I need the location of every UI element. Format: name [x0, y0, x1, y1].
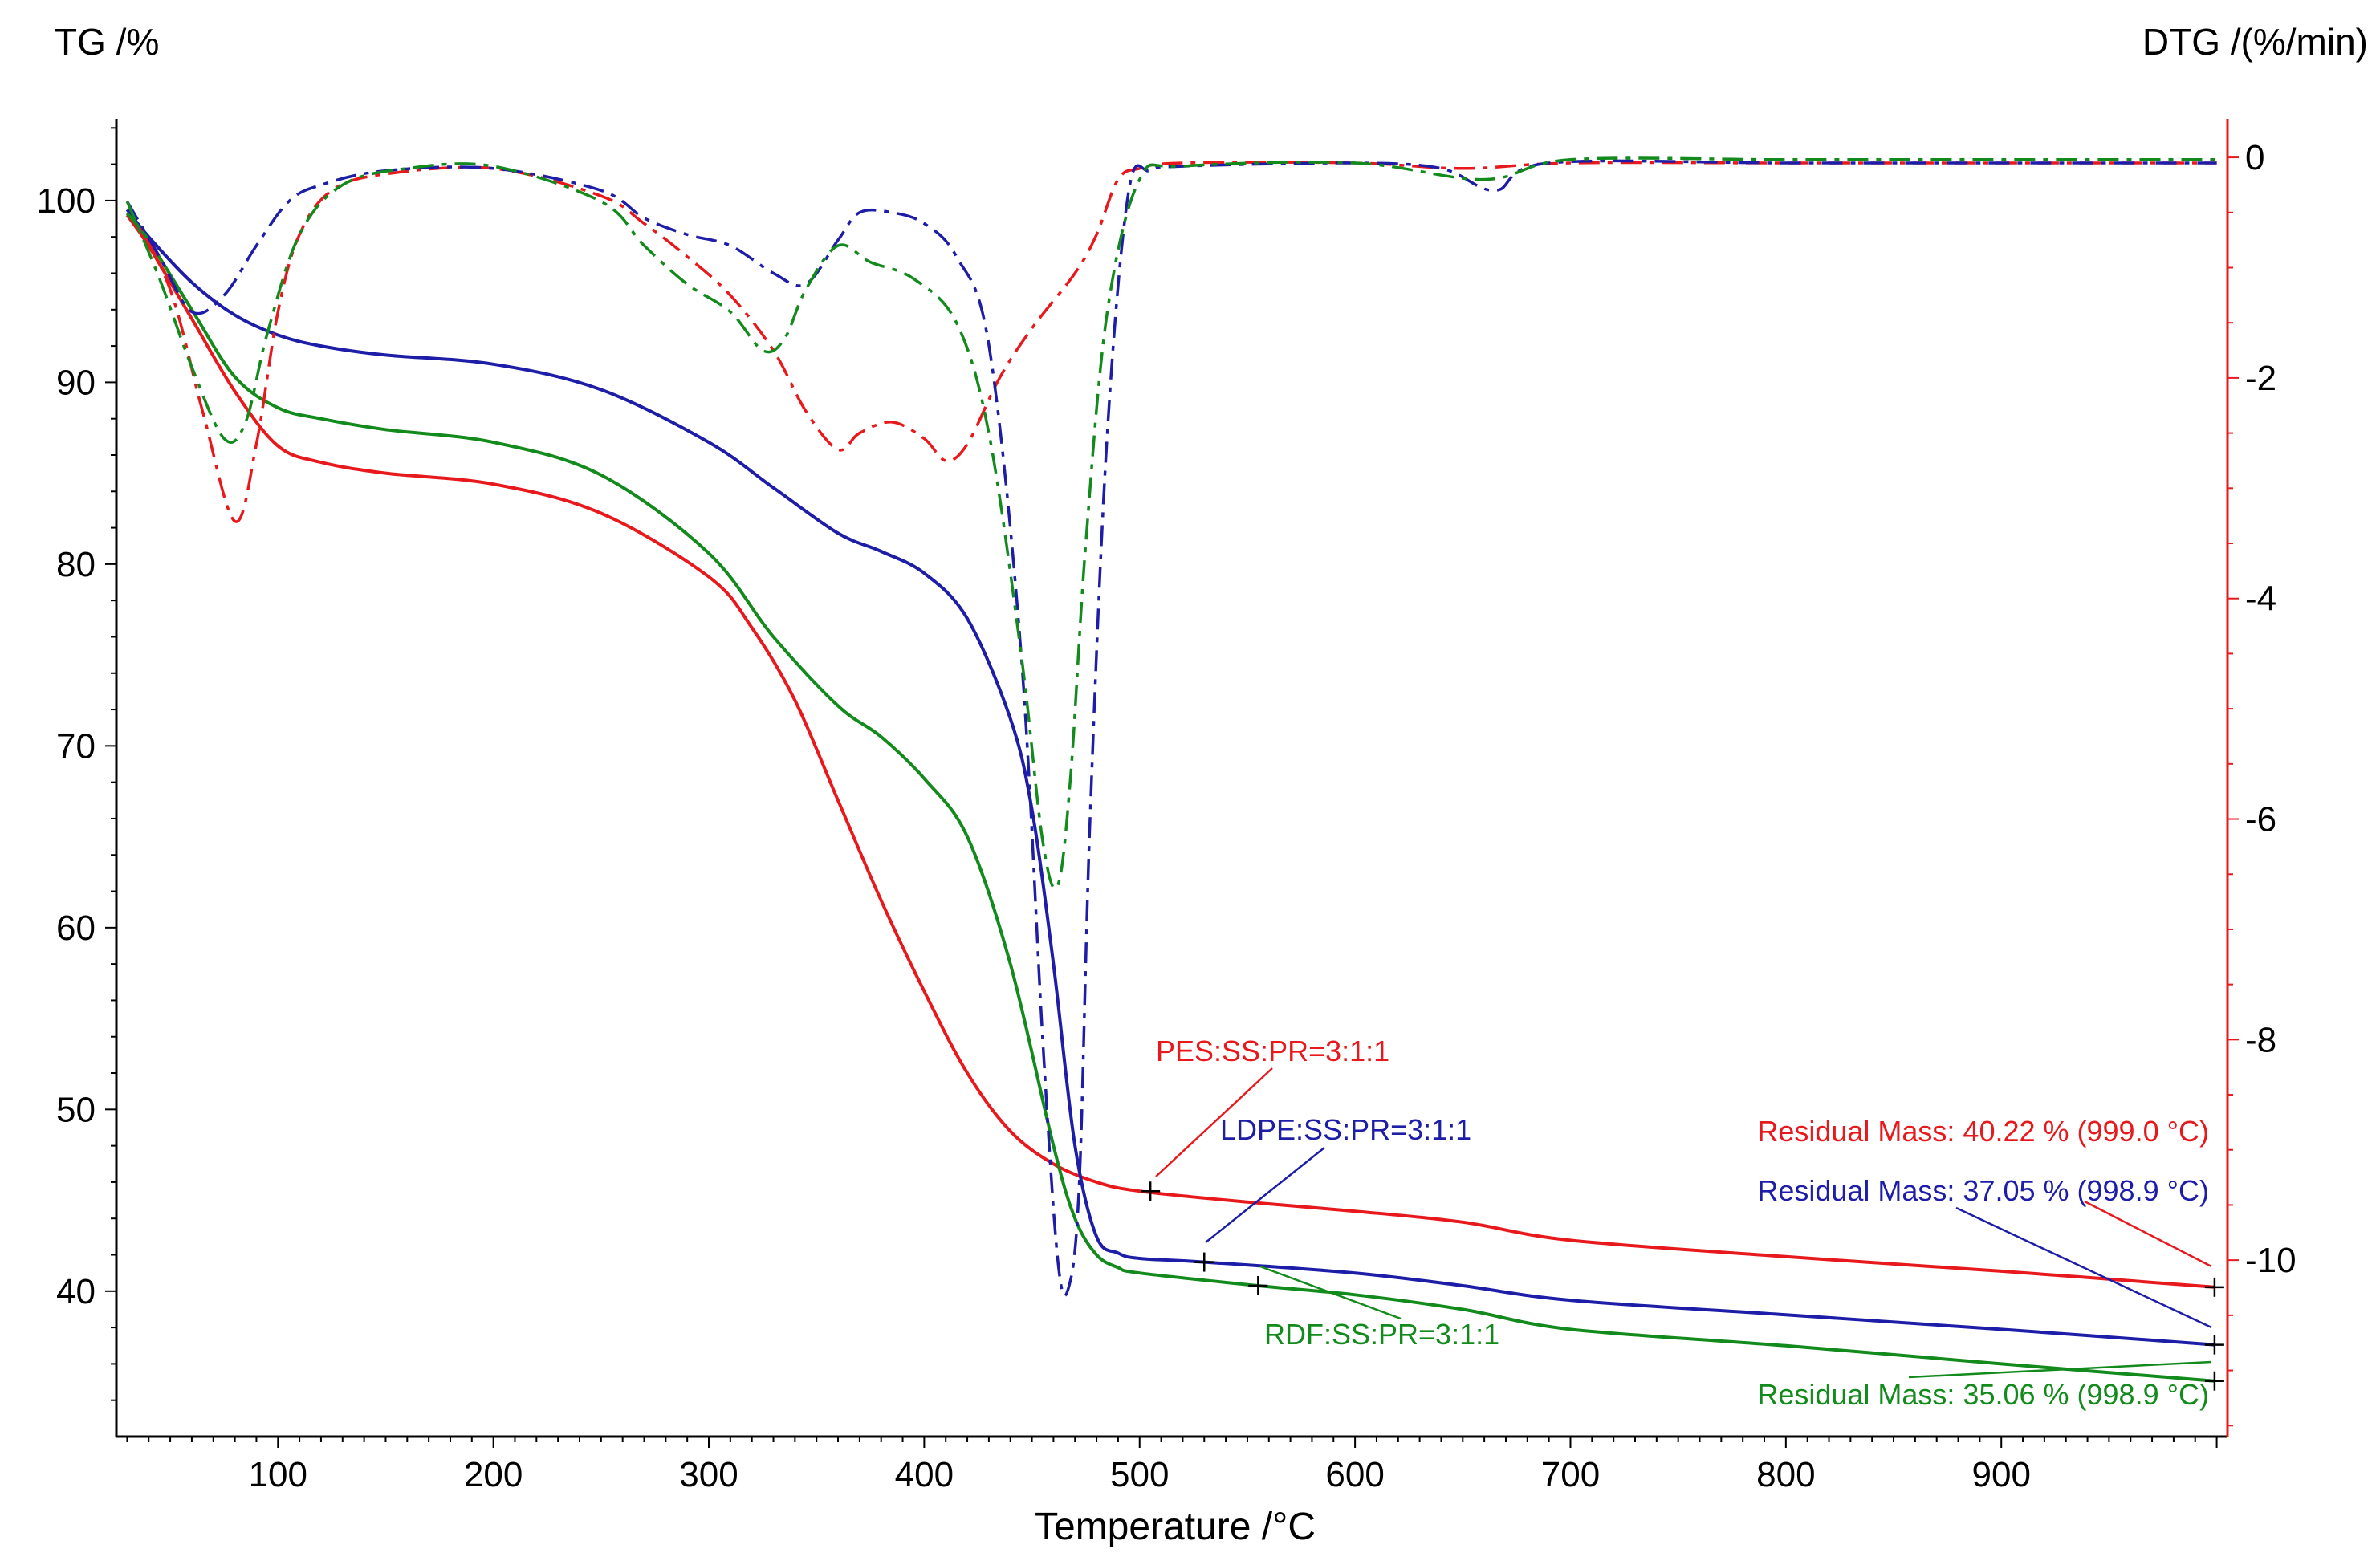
x-axis-title: Temperature /°C	[1035, 1506, 1316, 1548]
x-tick-label: 600	[1325, 1455, 1384, 1494]
label-residual-green: Residual Mass: 35.06 % (998.9 °C)	[1757, 1378, 2209, 1411]
y-right-tick-label: -8	[2245, 1020, 2276, 1059]
y-right-tick-label: -2	[2245, 359, 2276, 398]
label-residual-blue: Residual Mass: 37.05 % (998.9 °C)	[1757, 1174, 2209, 1207]
x-tick-label: 400	[895, 1455, 954, 1494]
x-tick-label: 300	[679, 1455, 738, 1494]
crosshair-markers	[1141, 1181, 2224, 1391]
y-left-tick-label: 50	[56, 1090, 96, 1129]
y-left-tick-label: 80	[56, 545, 96, 584]
y-left-tick-label: 100	[37, 181, 96, 221]
dtg-curve-1d1da8	[125, 159, 2217, 1297]
leader-pes	[1155, 1067, 1273, 1177]
y-right-tick-label: -6	[2245, 800, 2276, 839]
y-left-tick-label: 70	[56, 726, 96, 766]
right-axis-title: DTG /(%/min)	[2142, 21, 2368, 63]
x-tick-label: 700	[1541, 1455, 1600, 1494]
y-left-tick-label: 60	[56, 909, 96, 948]
y-right-tick-label: -10	[2245, 1241, 2297, 1280]
data-curves	[125, 156, 2217, 1383]
x-tick-label: 200	[464, 1455, 523, 1494]
leader-residual-red	[2084, 1200, 2212, 1268]
label-residual-red: Residual Mass: 40.22 % (999.0 °C)	[1757, 1115, 2209, 1148]
left-axis-title: TG /%	[55, 21, 159, 63]
tg-curve-138a1c	[125, 212, 2215, 1383]
label-rdf: RDF:SS:PR=3:1:1	[1264, 1318, 1499, 1351]
leader-residual-green	[1908, 1360, 2212, 1379]
dtg-curve-e8191c	[125, 161, 2217, 523]
axis-ticks: 100 200 300 400 500 600 700 800 900 40 50 60 70 80 90 1…	[37, 127, 2297, 1494]
tg-curve-e8191c	[125, 213, 2215, 1289]
x-tick-label: 100	[249, 1455, 307, 1494]
x-tick-label: 800	[1756, 1455, 1815, 1494]
y-left-tick-label: 90	[56, 363, 96, 402]
y-left-tick-label: 40	[56, 1272, 96, 1311]
label-ldpe: LDPE:SS:PR=3:1:1	[1220, 1113, 1471, 1146]
leader-ldpe	[1205, 1147, 1325, 1243]
y-right-tick-label: -4	[2245, 579, 2276, 619]
dtg-curve-138a1c	[125, 156, 2217, 890]
label-pes: PES:SS:PR=3:1:1	[1156, 1035, 1389, 1067]
annotations: PES:SS:PR=3:1:1 LDPE:SS:PR=3:1:1 RDF:SS:…	[1155, 1035, 2212, 1411]
y-right-tick-label: 0	[2245, 138, 2264, 177]
x-tick-label: 900	[1972, 1455, 2031, 1494]
leader-residual-blue	[1955, 1206, 2212, 1329]
tg-curve-1d1da8	[125, 208, 2215, 1347]
leader-rdf	[1259, 1265, 1402, 1320]
x-tick-label: 500	[1110, 1455, 1169, 1494]
